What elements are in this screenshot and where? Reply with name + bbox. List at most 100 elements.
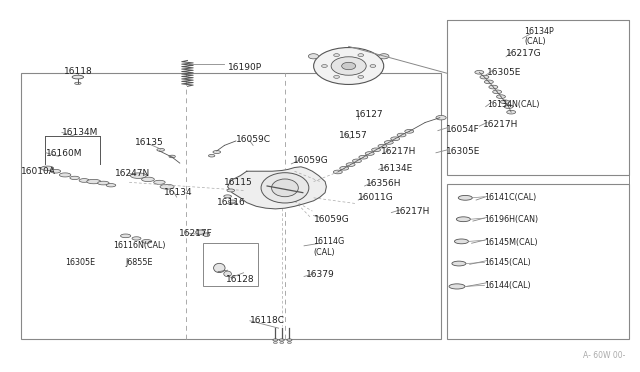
Bar	[447, 20, 629, 175]
Text: 16135: 16135	[135, 138, 164, 147]
Ellipse shape	[70, 176, 79, 180]
Text: 16305E: 16305E	[446, 147, 481, 156]
Ellipse shape	[497, 95, 506, 99]
Ellipse shape	[331, 57, 366, 75]
Text: 16059G: 16059G	[314, 215, 349, 224]
Bar	[447, 184, 629, 339]
Ellipse shape	[458, 195, 472, 200]
Text: 16217H: 16217H	[381, 147, 416, 156]
Ellipse shape	[454, 239, 468, 244]
Ellipse shape	[346, 163, 355, 166]
Ellipse shape	[131, 173, 147, 179]
Ellipse shape	[106, 184, 116, 187]
Ellipse shape	[397, 133, 406, 137]
Ellipse shape	[489, 85, 498, 89]
Text: 16217H: 16217H	[395, 207, 431, 217]
Text: 16134P
(CAL): 16134P (CAL)	[524, 27, 554, 46]
Ellipse shape	[484, 80, 493, 84]
Polygon shape	[228, 167, 326, 209]
Text: 16196H(CAN): 16196H(CAN)	[484, 215, 538, 224]
Text: 16118C: 16118C	[250, 316, 285, 325]
Ellipse shape	[169, 155, 175, 158]
Ellipse shape	[75, 82, 81, 84]
Ellipse shape	[365, 152, 374, 155]
Ellipse shape	[358, 54, 364, 57]
Text: J6855E: J6855E	[125, 258, 153, 267]
Text: 16217G: 16217G	[506, 49, 541, 58]
Ellipse shape	[141, 177, 154, 182]
Ellipse shape	[372, 148, 381, 152]
Ellipse shape	[160, 185, 174, 189]
Text: 16145(CAL): 16145(CAL)	[484, 258, 531, 267]
Ellipse shape	[273, 341, 277, 343]
Ellipse shape	[132, 237, 141, 240]
Text: 16157: 16157	[339, 131, 368, 140]
Ellipse shape	[273, 339, 278, 341]
Text: 16217F: 16217F	[179, 230, 212, 238]
Ellipse shape	[204, 233, 210, 237]
Ellipse shape	[480, 75, 489, 79]
Text: 16114G
(CAL): 16114G (CAL)	[314, 237, 345, 257]
Ellipse shape	[224, 195, 232, 198]
Ellipse shape	[209, 154, 215, 157]
Text: 16127: 16127	[355, 109, 383, 119]
Ellipse shape	[342, 62, 356, 70]
Ellipse shape	[353, 159, 362, 163]
Ellipse shape	[436, 115, 446, 120]
Text: 16217H: 16217H	[483, 120, 518, 129]
Text: 16356H: 16356H	[366, 179, 401, 188]
Ellipse shape	[261, 173, 309, 203]
Text: 16134N(CAL): 16134N(CAL)	[487, 100, 540, 109]
Ellipse shape	[504, 105, 513, 109]
Text: 16116N(CAL): 16116N(CAL)	[113, 241, 165, 250]
Ellipse shape	[333, 54, 339, 57]
Text: A- 60W 00-: A- 60W 00-	[584, 351, 626, 360]
Ellipse shape	[60, 173, 71, 177]
Ellipse shape	[507, 110, 516, 114]
Text: 16160M: 16160M	[46, 149, 83, 158]
Ellipse shape	[452, 261, 466, 266]
Ellipse shape	[475, 70, 484, 74]
Text: 16059C: 16059C	[236, 135, 271, 144]
Ellipse shape	[385, 141, 394, 144]
Bar	[20, 73, 441, 339]
Text: 16134E: 16134E	[379, 164, 413, 173]
Ellipse shape	[379, 54, 389, 59]
Ellipse shape	[228, 200, 236, 203]
Ellipse shape	[404, 129, 413, 133]
Ellipse shape	[321, 64, 327, 67]
Ellipse shape	[157, 148, 164, 151]
Text: 16010A: 16010A	[20, 167, 56, 176]
Ellipse shape	[51, 169, 61, 173]
Text: 16115: 16115	[225, 178, 253, 187]
Ellipse shape	[314, 48, 384, 84]
Ellipse shape	[493, 90, 502, 94]
Ellipse shape	[340, 166, 349, 170]
Ellipse shape	[358, 76, 364, 78]
Ellipse shape	[120, 234, 131, 238]
Ellipse shape	[79, 179, 90, 182]
Ellipse shape	[98, 181, 109, 185]
Ellipse shape	[271, 179, 298, 197]
Ellipse shape	[154, 180, 165, 185]
Ellipse shape	[456, 217, 470, 222]
Ellipse shape	[196, 230, 205, 234]
Text: 16118: 16118	[63, 67, 92, 76]
Ellipse shape	[333, 76, 339, 78]
Ellipse shape	[308, 54, 319, 59]
Text: 16141C(CAL): 16141C(CAL)	[484, 193, 537, 202]
Ellipse shape	[333, 170, 342, 174]
Ellipse shape	[359, 155, 368, 159]
Ellipse shape	[224, 271, 232, 277]
Bar	[204, 243, 257, 286]
Text: 16305E: 16305E	[487, 68, 522, 77]
Text: 16054F: 16054F	[446, 125, 480, 134]
Text: 16116: 16116	[217, 198, 246, 207]
Text: 16145M(CAL): 16145M(CAL)	[484, 238, 538, 247]
Ellipse shape	[213, 151, 221, 154]
Ellipse shape	[500, 100, 509, 104]
Ellipse shape	[227, 189, 235, 192]
Text: 16190P: 16190P	[228, 62, 262, 72]
Text: 16011G: 16011G	[358, 193, 394, 202]
Text: 16059G: 16059G	[293, 156, 329, 166]
